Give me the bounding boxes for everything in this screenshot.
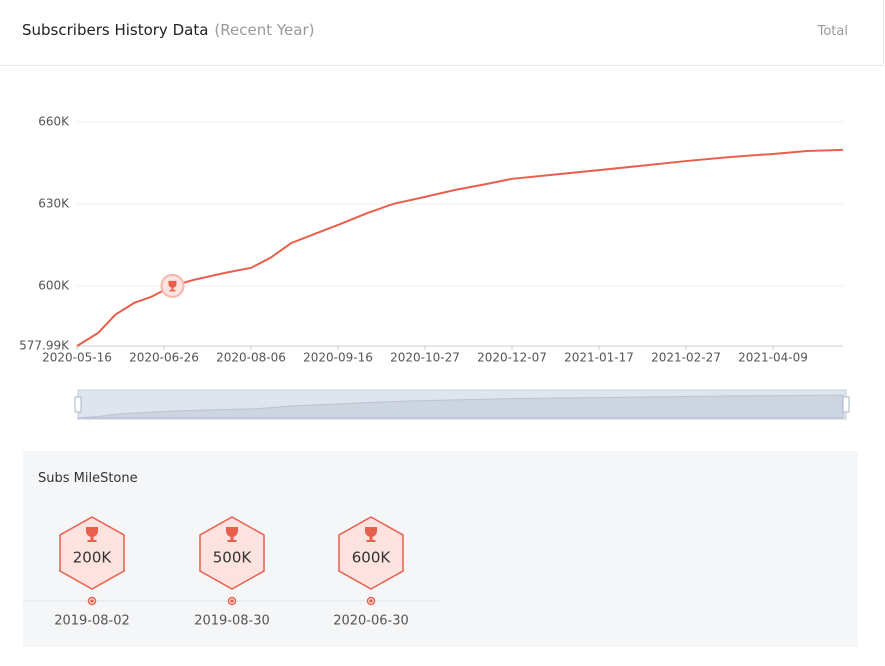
zoom-handle[interactable] bbox=[74, 396, 82, 413]
x-tick-label: 2020-06-26 bbox=[129, 351, 199, 365]
milestone-title: Subs MileStone bbox=[38, 471, 138, 486]
trophy-icon bbox=[226, 527, 238, 542]
trophy-icon bbox=[365, 527, 377, 542]
title-row: Subscribers History Data (Recent Year) bbox=[22, 21, 314, 39]
x-tick-label: 2021-04-09 bbox=[738, 351, 808, 365]
milestone-date: 2020-06-30 bbox=[333, 614, 409, 629]
milestone-dot-core bbox=[90, 599, 94, 603]
y-tick-label: 630K bbox=[38, 196, 70, 210]
x-tick-label: 2020-08-06 bbox=[216, 351, 286, 365]
zoom-preview bbox=[76, 394, 844, 419]
milestone-list: 200K 2019-08-02 500K 2019-08-30 600K 2020-06-… bbox=[23, 516, 440, 629]
milestone-date: 2019-08-30 bbox=[194, 614, 270, 629]
x-tick-label: 2021-01-17 bbox=[564, 351, 634, 365]
trophy-icon bbox=[86, 527, 98, 542]
y-tick-label: 577.99K bbox=[19, 339, 70, 353]
total-toggle[interactable]: Total bbox=[817, 24, 848, 39]
milestone-dot-core bbox=[369, 599, 373, 603]
x-tick-label: 2020-05-16 bbox=[42, 351, 112, 365]
milestone-badge bbox=[59, 516, 125, 590]
chart: 577.99K 600K 630K 660K 2020-05-16 2020-06-26 2… bbox=[19, 115, 850, 420]
y-tick-label: 660K bbox=[38, 115, 70, 129]
milestone-label: 600K bbox=[352, 549, 392, 567]
subtitle: (Recent Year) bbox=[214, 21, 315, 39]
milestone-panel: Subs MileStone 200K 2019-08-02 500K 2019-08… bbox=[23, 451, 858, 647]
zoom-handle[interactable] bbox=[842, 396, 850, 413]
x-tick-label: 2020-10-27 bbox=[390, 351, 460, 365]
x-tick-label: 2021-02-27 bbox=[651, 351, 721, 365]
x-tick-label: 2020-09-16 bbox=[303, 351, 373, 365]
series-line bbox=[76, 148, 844, 347]
milestone-badge bbox=[338, 516, 404, 590]
milestone-label: 500K bbox=[213, 549, 253, 567]
milestone-date: 2019-08-02 bbox=[54, 614, 130, 629]
milestone-badge bbox=[199, 516, 265, 590]
x-tick-label: 2020-12-07 bbox=[477, 351, 547, 365]
milestone-dot-core bbox=[230, 599, 234, 603]
milestone-label: 200K bbox=[73, 549, 113, 567]
marker-icon bbox=[168, 280, 177, 292]
title: Subscribers History Data bbox=[22, 21, 209, 39]
y-tick-label: 600K bbox=[38, 278, 70, 292]
header: Subscribers History Data (Recent Year) To… bbox=[0, 0, 884, 66]
